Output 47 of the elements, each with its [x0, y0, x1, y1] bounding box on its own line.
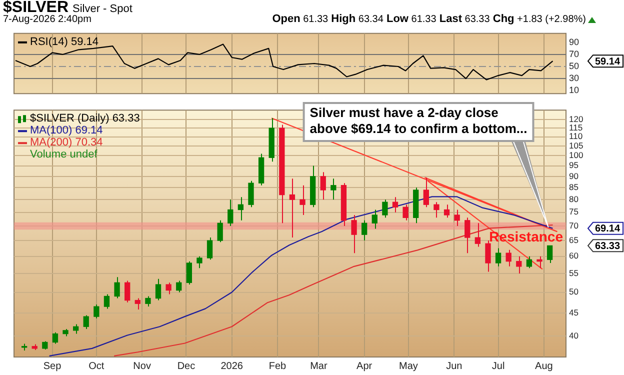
x-tick-label: 2026 — [220, 360, 244, 372]
text: 63.33 — [595, 240, 620, 252]
y-tick-label: 30 — [569, 73, 580, 84]
chart-subtitle: Silver - Spot — [72, 3, 132, 15]
x-tick-label: Aug — [535, 360, 553, 372]
y-tick-label: 90 — [569, 36, 580, 47]
y-tick-label: 65 — [569, 234, 579, 245]
y-tick-label: 80 — [569, 194, 579, 204]
annotation: Volume undef — [30, 148, 98, 161]
text: 69.14 — [595, 224, 620, 235]
y-tick-label: 100 — [569, 150, 584, 160]
annotation: Silver must have a 2-day close above $69.14 to confirm a bottom... — [310, 105, 528, 136]
legend-label: MA(200) 70.34 — [30, 136, 103, 149]
x-tick-label: Jun — [446, 360, 462, 372]
chart-title: $SILVER — [3, 0, 68, 16]
x-tick-label: May — [399, 360, 418, 372]
y-tick-label: 95 — [569, 160, 579, 170]
y-tick-label: 50 — [569, 286, 579, 297]
y-tick-label: 50 — [569, 60, 580, 71]
y-tick-label: 60 — [569, 250, 579, 261]
text: Open 61.33 High 63.34 Low 61.33 Last 63.33 Chg +1.83 (+2.98%) — [272, 13, 586, 25]
x-tick-label: Jul — [492, 360, 505, 372]
x-tick-label: Apr — [356, 360, 373, 372]
y-tick-label: 70 — [569, 48, 580, 59]
x-tick-label: Feb — [268, 360, 287, 372]
legend-label: $SILVER (Daily) 63.33 — [30, 112, 140, 125]
y-tick-label: 45 — [569, 307, 579, 318]
y-tick-label: 120 — [569, 114, 584, 124]
text: 59.14 — [595, 56, 620, 68]
y-tick-label: 105 — [569, 140, 584, 150]
text: 7-Aug-2026 2:40pm — [3, 14, 92, 25]
legend-label: MA(100) 69.14 — [30, 124, 103, 137]
y-tick-label: 10 — [569, 85, 580, 96]
y-tick-label: 55 — [569, 268, 579, 278]
y-tick-label: 110 — [569, 131, 583, 142]
x-tick-label: Oct — [88, 360, 104, 372]
x-tick-label: Nov — [133, 360, 151, 372]
y-tick-label: 115 — [569, 122, 583, 132]
y-tick-label: 85 — [569, 182, 579, 192]
y-tick-label: 90 — [569, 170, 579, 181]
x-tick-label: Mar — [310, 360, 328, 372]
y-tick-label: 70 — [569, 220, 579, 230]
x-tick-label: Sep — [43, 360, 62, 372]
x-tick-label: Dec — [177, 360, 196, 372]
y-tick-label: 40 — [569, 330, 579, 341]
y-tick-label: 75 — [569, 206, 579, 217]
legend-label: RSI(14) 59.14 — [30, 36, 98, 48]
